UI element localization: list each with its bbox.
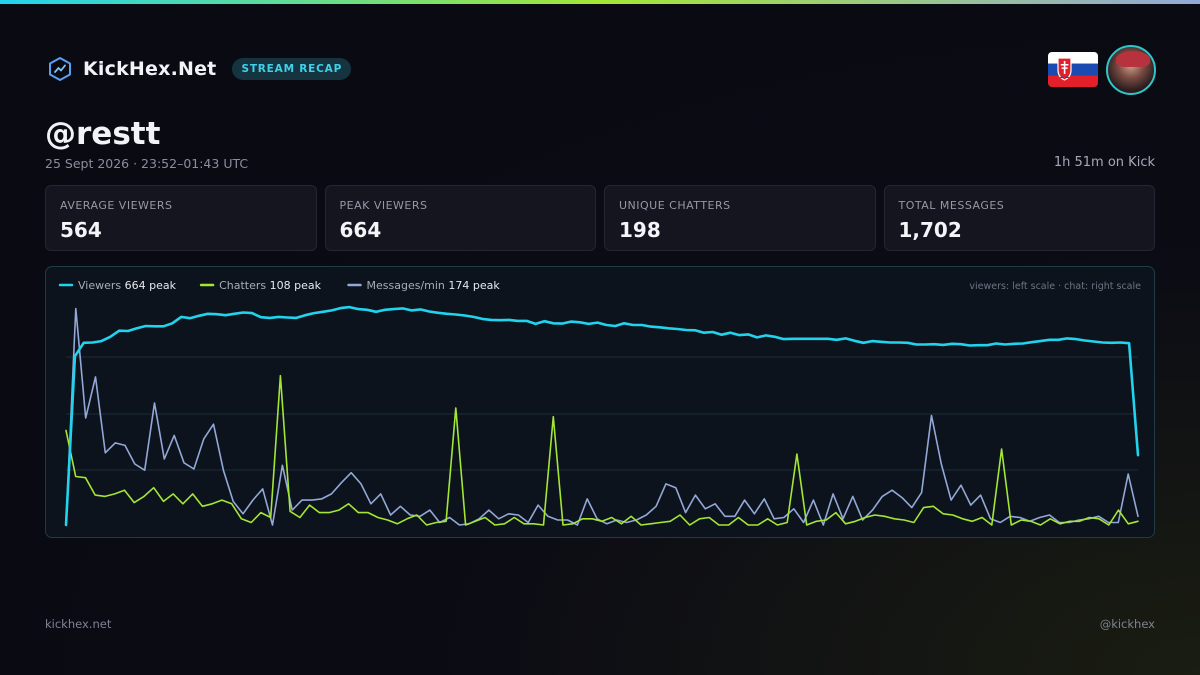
stream-chart: Viewers 664 peak Chatters 108 peak Message…	[58, 279, 1141, 527]
slovakia-flag-icon	[1048, 52, 1098, 87]
stream-recap-badge: STREAM RECAP	[232, 58, 352, 80]
stats-row: AVERAGE VIEWERS 564 PEAK VIEWERS 664 UNI…	[45, 185, 1155, 251]
stat-card-unique-chatters: UNIQUE CHATTERS 198	[604, 185, 876, 251]
stat-label: UNIQUE CHATTERS	[619, 199, 731, 212]
series-line-viewers	[64, 305, 1140, 527]
stat-label: AVERAGE VIEWERS	[60, 199, 173, 212]
hexagon-chart-icon	[49, 57, 71, 81]
stat-value: 664	[339, 218, 382, 242]
avatar-hair	[1116, 51, 1150, 67]
stat-value: 1,702	[898, 218, 962, 242]
scale-note: viewers: left scale · chat: right scale	[969, 281, 1141, 292]
brand-name: KickHex.Net	[83, 58, 217, 80]
legend-item-2: Messages/min 174 peak	[367, 279, 501, 292]
legend-peak-value: 108 peak	[270, 279, 322, 292]
stream-duration: 1h 51m on Kick	[1053, 155, 1155, 170]
legend-item-0: Viewers 664 peak	[78, 279, 177, 292]
brand[interactable]: KickHex.Net STREAM RECAP	[49, 57, 352, 81]
stat-value: 564	[60, 218, 102, 242]
stat-card-total-messages: TOTAL MESSAGES 1,702	[883, 185, 1155, 251]
top-accent-bar	[0, 0, 1200, 4]
legend-item-1: Chatters 108 peak	[219, 279, 322, 292]
stream-username: @restt	[45, 116, 161, 152]
stat-label: PEAK VIEWERS	[339, 199, 428, 212]
legend-peak-value: 174 peak	[448, 279, 500, 292]
streamer-avatar[interactable]	[1106, 45, 1156, 95]
series-line-chatters	[65, 374, 1139, 526]
footer-handle[interactable]: @kickhex	[1099, 617, 1155, 631]
legend-series-name: Messages/min	[367, 279, 449, 292]
series-line-messages-min	[65, 307, 1139, 526]
footer-site[interactable]: kickhex.net	[45, 617, 112, 631]
stat-label: TOTAL MESSAGES	[898, 199, 1005, 212]
legend-series-name: Chatters	[219, 279, 270, 292]
stat-card-peak-viewers: PEAK VIEWERS 664	[324, 185, 596, 251]
legend-peak-value: 664 peak	[125, 279, 177, 292]
legend-series-name: Viewers	[78, 279, 125, 292]
stream-datetime: 25 Sept 2026 · 23:52–01:43 UTC	[45, 156, 249, 171]
stat-card-average-viewers: AVERAGE VIEWERS 564	[45, 185, 317, 251]
chart-card: Viewers 664 peak Chatters 108 peak Message…	[45, 266, 1155, 538]
stat-value: 198	[619, 218, 661, 242]
